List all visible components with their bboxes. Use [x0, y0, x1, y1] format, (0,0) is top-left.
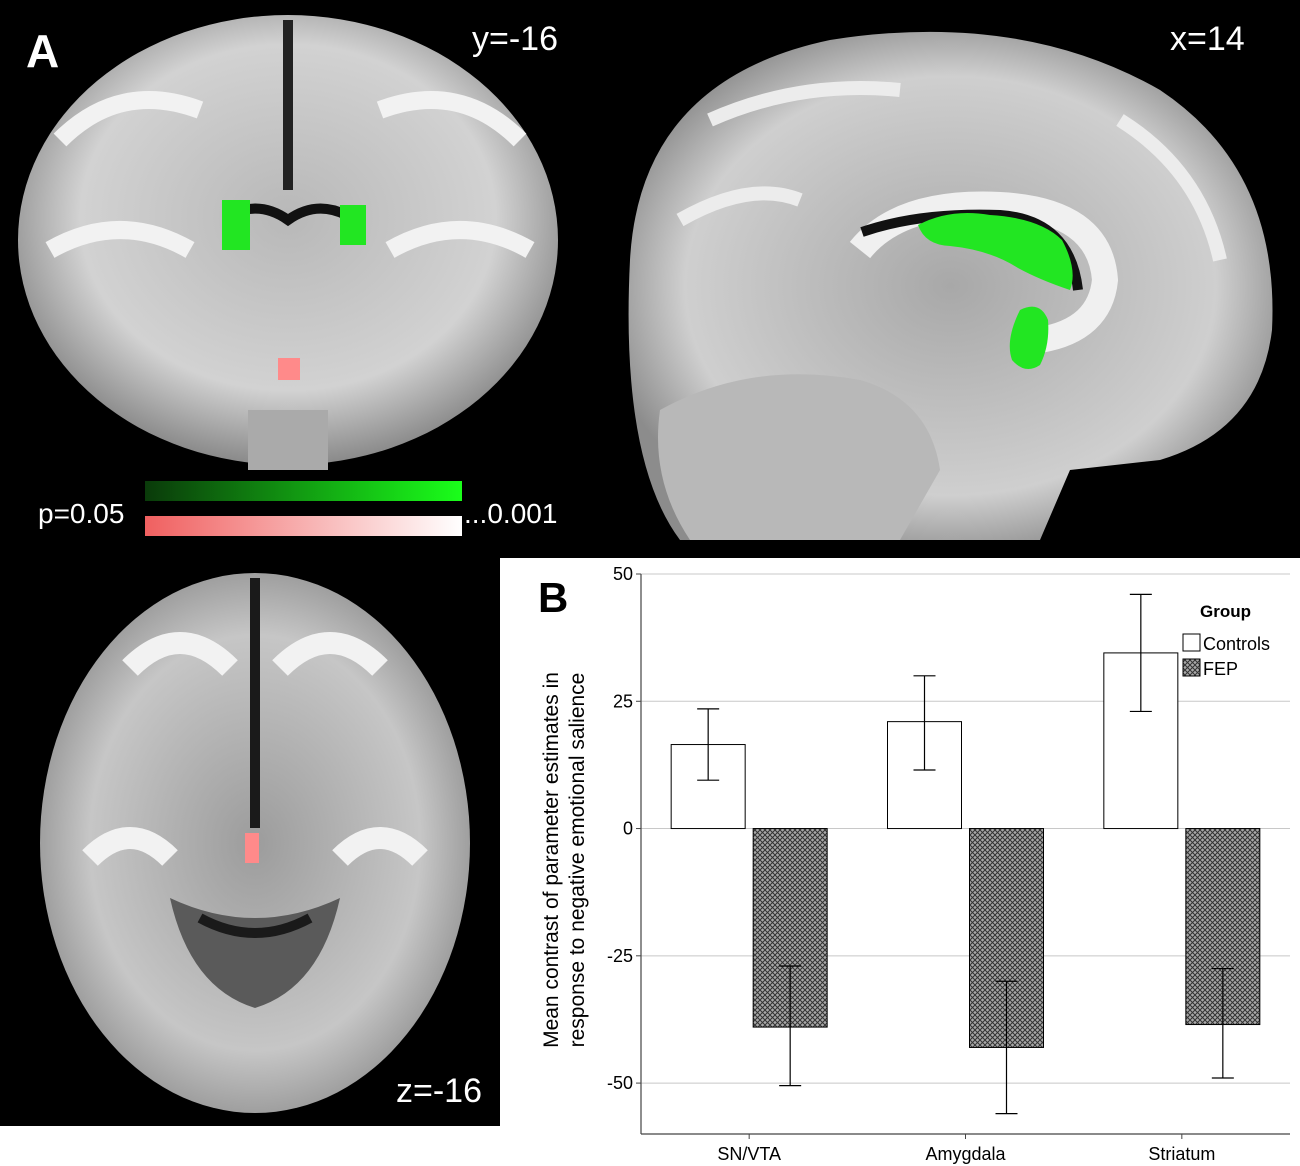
error-bar [1211, 967, 1234, 1079]
x-tick-label: Amygdala [925, 1144, 1006, 1164]
x-axis-labels: SN/VTA Amygdala Striatum [717, 1134, 1215, 1164]
x-tick-label: SN/VTA [717, 1144, 781, 1164]
legend-label-controls: Controls [1203, 634, 1270, 654]
y-tick-label: 0 [623, 819, 633, 839]
axial-slice-label: z=-16 [396, 1072, 482, 1110]
coronal-slice-label: y=-16 [472, 20, 558, 58]
activation-striatum-sagittal [918, 212, 1073, 290]
axial-brain-image [40, 573, 470, 1113]
y-tick-label: 50 [613, 564, 633, 584]
coronal-slice-panel: A y=-16 p=0.05 ...0.001 [0, 0, 600, 558]
coronal-brain-image [0, 15, 600, 558]
error-bars [697, 593, 1234, 1115]
x-tick-label: Striatum [1148, 1144, 1215, 1164]
y-tick-label: -50 [607, 1073, 633, 1093]
activation-ventral-striatum [1009, 306, 1049, 369]
legend: Group Controls FEP [1182, 602, 1270, 679]
error-bar [697, 708, 720, 781]
panel-a-letter: A [26, 25, 60, 77]
error-bar [913, 675, 936, 771]
sagittal-slice-label: x=14 [1170, 20, 1245, 58]
bar-chart: B 50 25 0 -25 -50 SN/VTA Amygdala Striatum Mea… [500, 560, 1300, 1166]
colorbar-green [145, 481, 462, 501]
grid-lines [641, 573, 1290, 1084]
colorbar-low-label: p=0.05 [38, 498, 125, 529]
y-axis-ticks: 50 25 0 -25 -50 [607, 564, 641, 1093]
legend-swatch-controls [1182, 633, 1201, 652]
error-bar [779, 965, 802, 1087]
legend-title: Group [1200, 602, 1251, 621]
axial-slice-panel: z=-16 [0, 558, 500, 1126]
y-tick-label: 25 [613, 691, 633, 711]
sagittal-slice-panel: x=14 [600, 0, 1300, 558]
y-axis-label-line-2: response to negative emotional salience [566, 673, 589, 1048]
sagittal-brain-image [628, 31, 1273, 541]
activation-sn-vta [278, 358, 300, 380]
panel-b-letter: B [538, 574, 568, 621]
y-tick-label: -25 [607, 946, 633, 966]
activation-right-caudate [340, 205, 366, 245]
legend-label-fep: FEP [1203, 659, 1238, 679]
colorbar-red [145, 516, 462, 536]
error-bar [1129, 593, 1152, 713]
colorbar-high-label: ...0.001 [464, 498, 558, 529]
activation-left-caudate [222, 200, 250, 250]
legend-swatch-fep [1182, 658, 1201, 677]
y-axis-label-line-1: Mean contrast of parameter estimates in [540, 672, 563, 1048]
error-bar [995, 980, 1018, 1115]
activation-sn-vta-axial [245, 833, 259, 863]
